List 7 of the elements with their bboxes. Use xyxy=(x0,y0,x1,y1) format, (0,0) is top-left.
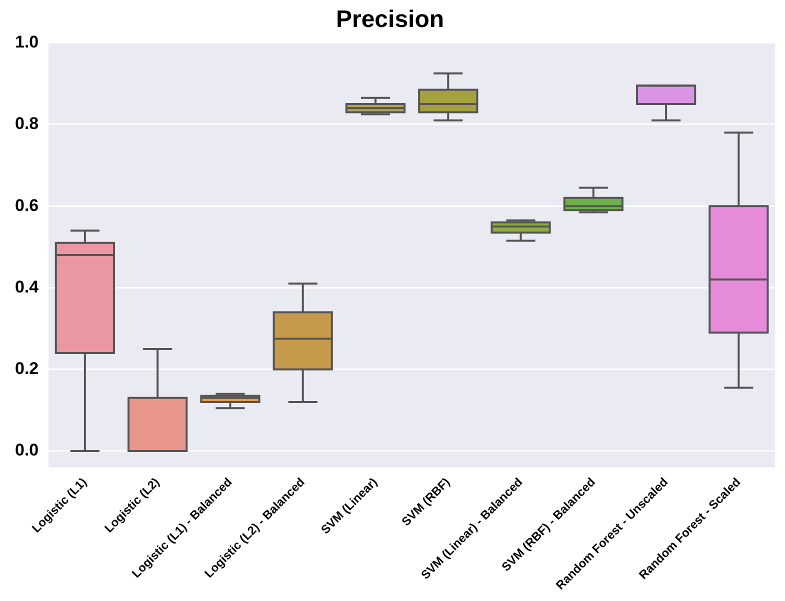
y-tick-label: 0.4 xyxy=(14,277,40,296)
y-tick-label: 1.0 xyxy=(14,32,39,52)
chart-title: Precision xyxy=(336,6,444,34)
y-tick-label: 0.8 xyxy=(14,114,39,134)
y-tick-label: 0.0 xyxy=(14,440,39,460)
y-tick-label: 0.6 xyxy=(14,196,39,215)
y-tick-label: 0.2 xyxy=(14,359,39,378)
